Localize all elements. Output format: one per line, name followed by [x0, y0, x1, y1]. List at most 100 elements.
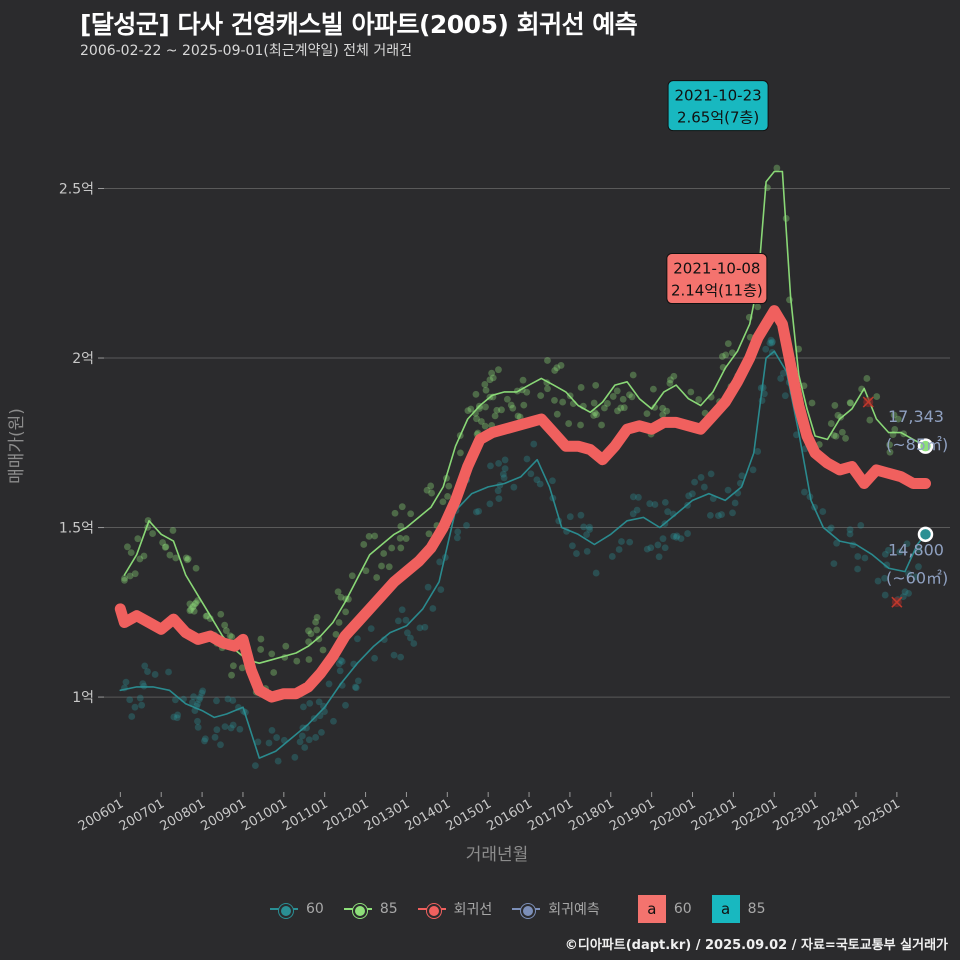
transaction-point [196, 693, 204, 701]
transaction-point [615, 546, 623, 553]
transaction-point [481, 422, 489, 430]
transaction-point [718, 353, 726, 360]
end-point-s85 [917, 438, 934, 454]
transaction-point [482, 386, 490, 394]
legend-item-s60: 60 [270, 901, 324, 918]
transaction-point [915, 563, 922, 571]
transaction-point [257, 646, 265, 653]
transaction-point [520, 401, 528, 409]
transaction-point [903, 540, 911, 548]
y-axis-title: 매매가(원) [7, 408, 27, 484]
transaction-point [553, 364, 561, 372]
transaction-point [221, 723, 229, 731]
y-tick-label: 1.5억 [59, 521, 94, 537]
transaction-point [378, 562, 385, 570]
transaction-point [614, 407, 621, 415]
transaction-point [316, 712, 324, 720]
x-tick-label: 200801 [158, 796, 208, 834]
transaction-point [201, 735, 209, 743]
transaction-point [190, 607, 198, 615]
transaction-point [592, 569, 600, 577]
peak-callout-box [666, 253, 768, 305]
transaction-point [620, 404, 628, 412]
transaction-point [530, 440, 538, 448]
transaction-point [507, 401, 515, 409]
transaction-point [673, 532, 681, 540]
transaction-point [421, 623, 429, 631]
x-tick-label: 202501 [852, 796, 902, 834]
transaction-point [915, 546, 923, 553]
transaction-point [330, 717, 337, 725]
transaction-point [760, 390, 768, 398]
transaction-point [861, 554, 869, 562]
transaction-point [319, 646, 327, 654]
legend-label: 85 [747, 901, 766, 917]
end-point-s60 [917, 526, 934, 543]
transaction-point [689, 490, 696, 498]
transaction-point [881, 591, 889, 599]
transaction-point [472, 390, 480, 398]
transaction-point [149, 530, 157, 537]
transaction-point [724, 340, 732, 347]
transaction-point [134, 535, 142, 543]
transaction-point [617, 404, 625, 412]
transaction-point [305, 638, 313, 646]
transaction-point [738, 472, 746, 480]
transaction-point [691, 478, 698, 486]
transaction-point [891, 425, 899, 433]
transaction-point [568, 542, 576, 550]
transaction-point [138, 701, 146, 709]
transaction-point [404, 629, 411, 637]
transaction-point [437, 586, 445, 594]
transaction-point [565, 420, 573, 427]
transaction-point [553, 410, 561, 418]
transaction-point [486, 376, 494, 384]
transaction-point [874, 577, 882, 585]
transaction-point [354, 677, 362, 685]
x-tick-label: 202201 [730, 796, 780, 834]
transaction-point [397, 653, 405, 661]
transaction-point [463, 521, 470, 529]
transaction-point [724, 486, 732, 494]
transaction-point [754, 303, 762, 311]
transaction-point [661, 498, 669, 506]
transaction-point [131, 703, 139, 711]
x-tick-label: 202101 [689, 796, 739, 834]
transaction-point [608, 553, 616, 560]
peak-callout-date: 2021-10-23 [674, 87, 761, 105]
transaction-point [629, 371, 637, 379]
transaction-point [901, 588, 909, 596]
transaction-point [457, 449, 464, 457]
legend-box-swatch: a [637, 895, 666, 923]
transaction-point [213, 726, 221, 734]
transaction-point [834, 411, 842, 419]
transaction-point [495, 366, 502, 374]
transaction-point [305, 627, 312, 635]
peak-callout-value: 2.14억(11층) [671, 282, 763, 300]
transaction-point [337, 593, 345, 601]
transaction-point [523, 455, 531, 463]
transaction-point [609, 393, 617, 400]
transaction-point [332, 630, 340, 638]
series-layer [114, 170, 931, 759]
transaction-point [453, 534, 461, 542]
transaction-point [718, 511, 725, 518]
transaction-point [428, 489, 436, 497]
transaction-point [439, 498, 447, 506]
transaction-point [601, 404, 608, 412]
x-tick-label: 201001 [239, 796, 289, 834]
transaction-point [186, 607, 194, 615]
transaction-point [388, 544, 396, 552]
transaction-point [827, 524, 835, 532]
transaction-point [298, 732, 306, 740]
transaction-point [257, 635, 265, 643]
transaction-point [398, 503, 406, 511]
transaction-point [749, 466, 757, 474]
transaction-point [685, 492, 693, 500]
transaction-point [192, 599, 200, 607]
transaction-point [265, 739, 273, 747]
transaction-point [619, 395, 627, 403]
transaction-point [306, 699, 314, 707]
transaction-point [229, 662, 237, 670]
transaction-point [396, 534, 404, 542]
